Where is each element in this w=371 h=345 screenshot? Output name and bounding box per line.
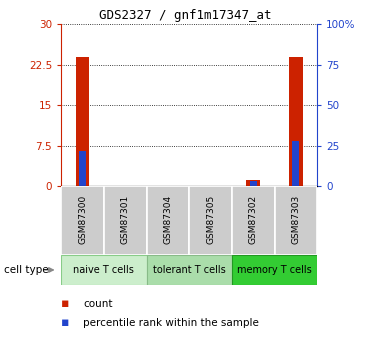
Bar <box>189 186 232 255</box>
Text: GSM87302: GSM87302 <box>249 195 258 244</box>
Text: ▪: ▪ <box>61 297 70 310</box>
Text: GSM87303: GSM87303 <box>291 195 301 244</box>
Text: GSM87300: GSM87300 <box>78 195 87 244</box>
Text: count: count <box>83 299 113 308</box>
Bar <box>61 186 104 255</box>
Bar <box>61 255 147 285</box>
Bar <box>246 180 260 186</box>
Bar <box>104 186 147 255</box>
Text: percentile rank within the sample: percentile rank within the sample <box>83 318 259 327</box>
Text: GSM87304: GSM87304 <box>163 195 173 244</box>
Text: naive T cells: naive T cells <box>73 265 134 275</box>
Bar <box>275 186 317 255</box>
Text: GSM87301: GSM87301 <box>121 195 130 244</box>
Text: ▪: ▪ <box>61 316 70 329</box>
Bar <box>289 57 303 186</box>
Bar <box>250 181 257 186</box>
Bar <box>292 141 299 186</box>
Bar <box>232 186 275 255</box>
Text: memory T cells: memory T cells <box>237 265 312 275</box>
Bar <box>232 255 317 285</box>
Bar <box>76 57 89 186</box>
Text: cell type: cell type <box>4 265 48 275</box>
Bar <box>147 255 232 285</box>
Text: GSM87305: GSM87305 <box>206 195 215 244</box>
Text: tolerant T cells: tolerant T cells <box>153 265 226 275</box>
Bar <box>79 151 86 186</box>
Bar <box>147 186 189 255</box>
Text: GDS2327 / gnf1m17347_at: GDS2327 / gnf1m17347_at <box>99 9 272 22</box>
